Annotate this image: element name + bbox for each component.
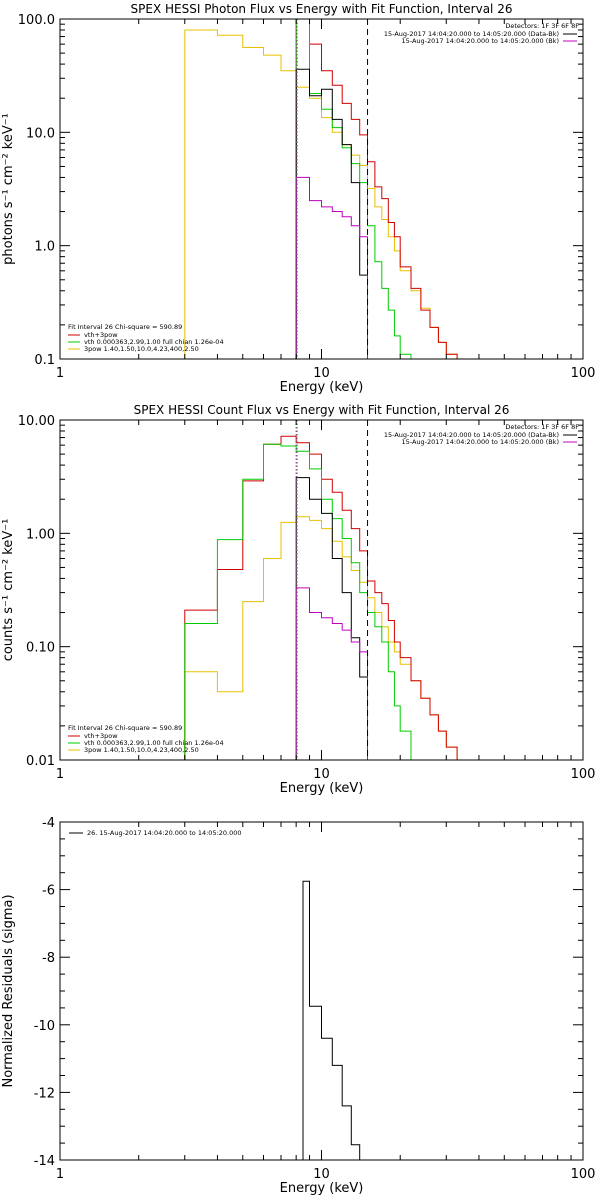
y-tick-label: -10 — [34, 1019, 55, 1034]
info-line-label: 15-Aug-2017 14:04:20.000 to 14:05:20.000… — [402, 37, 559, 45]
x-tick-label: 1 — [56, 1167, 64, 1182]
series-line-3 — [184, 443, 431, 760]
series-line-4 — [295, 68, 376, 359]
y-tick-label: -12 — [34, 1086, 55, 1101]
x-tick-label: 10 — [313, 767, 330, 782]
detectors-label: Detectors: 1F 3F 6F 8F — [505, 22, 579, 30]
fit-legend-label: 3pow 1.40,1.50,10.0,4.23,400,2.50 — [84, 746, 199, 754]
series-line-4 — [295, 477, 376, 760]
series-line-1 — [296, 880, 376, 1160]
x-tick-label: 1 — [56, 767, 64, 782]
x-tick-label: 10 — [313, 366, 330, 381]
fit-legend-label: 3pow 1.40,1.50,10.0,4.23,400,2.50 — [84, 345, 199, 353]
y-axis-label: Normalized Residuals (sigma) — [1, 894, 16, 1087]
y-tick-label: 10.0 — [26, 126, 55, 141]
y-tick-label: -14 — [34, 1154, 55, 1169]
y-tick-label: -8 — [42, 951, 55, 966]
legend-label: 26. 15-Aug-2017 14:04:20.000 to 14:05:20… — [87, 829, 242, 837]
fit-legend-label: vth 0.000363,2.99,1.00 full chian 1.26e-… — [84, 739, 224, 747]
info-line-label: 15-Aug-2017 14:04:20.000 to 14:05:20.000… — [384, 431, 559, 439]
y-tick-label: 10.00 — [18, 414, 55, 429]
x-axis-label: Energy (keV) — [280, 1181, 364, 1196]
y-tick-label: -6 — [42, 884, 55, 899]
series-line-2 — [295, 19, 477, 359]
x-axis-label: Energy (keV) — [280, 380, 364, 395]
x-tick-label: 100 — [571, 1167, 596, 1182]
y-tick-label: 0.1 — [34, 353, 55, 368]
fit-legend-header: Fit Interval 26 Chi-square = 590.89 — [68, 323, 182, 331]
info-line-label: 15-Aug-2017 14:04:20.000 to 14:05:20.000… — [384, 30, 559, 38]
series-line-5 — [295, 176, 376, 359]
series-group — [296, 880, 376, 1160]
fit-legend-header: Fit Interval 26 Chi-square = 590.89 — [68, 724, 182, 732]
y-axis-label: photons s⁻¹ cm⁻² keV⁻¹ — [1, 113, 16, 265]
series-line-5 — [295, 587, 376, 760]
y-axis-label: counts s⁻¹ cm⁻² keV⁻¹ — [1, 519, 16, 662]
series-group — [184, 19, 477, 359]
info-line-label: 15-Aug-2017 14:04:20.000 to 14:05:20.000… — [402, 438, 559, 446]
series-line-2 — [184, 435, 477, 760]
plot-panel-3: 1 10 100 -14 -12 -10 -8 -6 -4 Energy (keV) Normali… — [1, 816, 595, 1196]
y-tick-label: 0.10 — [26, 641, 55, 656]
y-tick-label: 1.0 — [34, 240, 55, 255]
y-tick-label: 100.0 — [18, 13, 55, 28]
y-tick-label: -4 — [42, 816, 55, 831]
x-tick-label: 10 — [313, 1167, 330, 1182]
series-group — [184, 435, 477, 760]
fit-legend-label: vth+3pow — [84, 331, 118, 339]
fit-legend-label: vth+3pow — [84, 732, 118, 740]
x-tick-label: 100 — [571, 366, 596, 381]
x-tick-label: 100 — [571, 767, 596, 782]
plot-panel-2: 1 10 100 0.01 0.10 1.00 10.00 SPEX HESSI Count … — [1, 403, 595, 796]
x-tick-label: 1 — [56, 366, 64, 381]
y-tick-label: 0.01 — [26, 754, 55, 769]
series-line-3 — [295, 19, 431, 359]
plot-panel-1: 1 10 100 0.1 1.0 10.0 100.0 SPEX HESSI Photon F… — [1, 2, 595, 395]
y-tick-label: 1.00 — [26, 527, 55, 542]
fit-legend-label: vth 0.000363,2.99,1.00 full chian 1.26e-… — [84, 338, 224, 346]
chart-title: SPEX HESSI Count Flux vs Energy with Fit… — [134, 403, 510, 417]
series-line-1 — [184, 29, 477, 359]
detectors-label: Detectors: 1F 3F 6F 8F — [505, 423, 579, 431]
plot-frame — [59, 821, 584, 1161]
x-axis-label: Energy (keV) — [280, 781, 364, 796]
chart-title: SPEX HESSI Photon Flux vs Energy with Fi… — [131, 2, 513, 16]
series-line-1 — [184, 516, 477, 760]
